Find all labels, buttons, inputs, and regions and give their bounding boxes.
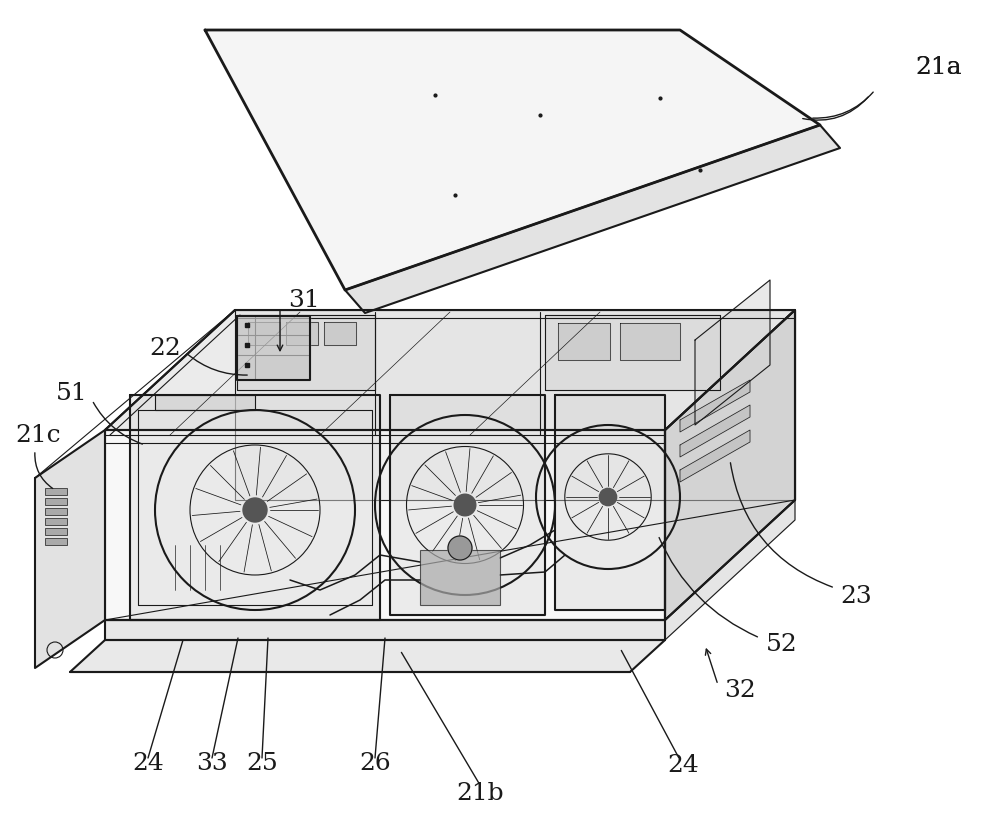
Polygon shape <box>558 323 610 360</box>
Polygon shape <box>390 395 545 615</box>
Polygon shape <box>155 395 255 410</box>
Polygon shape <box>555 395 665 610</box>
Bar <box>45 518 67 525</box>
Bar <box>420 550 500 605</box>
Polygon shape <box>35 430 105 668</box>
Polygon shape <box>235 310 795 500</box>
Polygon shape <box>237 316 310 380</box>
Text: 26: 26 <box>359 751 391 774</box>
Polygon shape <box>105 310 795 430</box>
Circle shape <box>448 536 472 560</box>
Text: 21b: 21b <box>456 782 504 805</box>
Text: 24: 24 <box>667 754 699 777</box>
Bar <box>45 538 67 545</box>
Text: 22: 22 <box>149 336 181 359</box>
Polygon shape <box>545 315 720 390</box>
Bar <box>45 508 67 515</box>
Polygon shape <box>665 310 795 620</box>
Text: 21a: 21a <box>915 57 962 80</box>
Polygon shape <box>70 640 665 672</box>
Text: 52: 52 <box>766 632 798 655</box>
Polygon shape <box>620 323 680 360</box>
Polygon shape <box>345 125 840 313</box>
Circle shape <box>599 488 617 506</box>
Polygon shape <box>105 620 665 640</box>
Polygon shape <box>680 430 750 482</box>
Polygon shape <box>130 395 380 620</box>
Polygon shape <box>665 500 795 640</box>
Text: 32: 32 <box>724 678 756 701</box>
Polygon shape <box>205 30 820 290</box>
Polygon shape <box>665 310 795 620</box>
Text: 33: 33 <box>196 751 228 774</box>
Text: 21c: 21c <box>15 423 61 446</box>
Polygon shape <box>680 405 750 457</box>
Polygon shape <box>680 380 750 432</box>
Bar <box>45 488 67 495</box>
Circle shape <box>243 498 267 522</box>
Polygon shape <box>105 430 665 620</box>
Polygon shape <box>695 280 770 425</box>
Polygon shape <box>248 322 280 345</box>
Text: 31: 31 <box>288 289 320 312</box>
Polygon shape <box>324 322 356 345</box>
Text: 24: 24 <box>132 751 164 774</box>
Bar <box>45 498 67 505</box>
Text: 23: 23 <box>840 584 872 607</box>
Polygon shape <box>286 322 318 345</box>
Circle shape <box>454 494 476 515</box>
Polygon shape <box>237 315 375 390</box>
Bar <box>45 528 67 535</box>
Text: 51: 51 <box>56 381 88 404</box>
Text: 25: 25 <box>246 751 278 774</box>
Text: 21a: 21a <box>915 57 962 80</box>
